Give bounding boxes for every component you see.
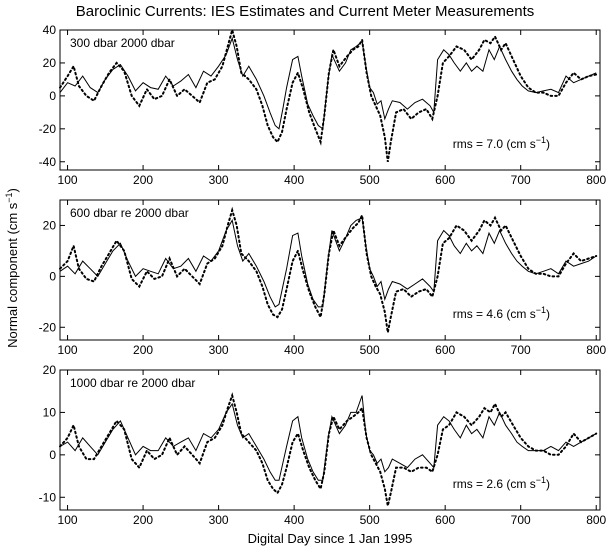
panel-1-x-tick-label: 400: [284, 173, 304, 187]
panel-3-y-tick-label: 10: [43, 405, 57, 419]
panel-2-rms-annotation: rms = 4.6 (cm s−1): [453, 305, 550, 321]
panel-2-x-tick-label: 200: [133, 343, 153, 357]
panel-1: 100 200 300 400 500 600 700 800 -40 -20 0 20 40 300 d…: [39, 23, 607, 187]
panel-2-y-tick-label: -20: [39, 320, 57, 334]
panel-3-y-tick-label: -10: [39, 490, 57, 504]
y-axis-label-close: ): [5, 188, 20, 192]
panel-1-label: 300 dbar 2000 dbar: [70, 36, 175, 50]
panel-2-frame: [59, 199, 601, 341]
panel-1-x-tick-label: 500: [360, 173, 380, 187]
panel-1-rms-annotation: rms = 7.0 (cm s−1): [453, 135, 550, 151]
panel-1-series-current-meter: [59, 26, 598, 162]
panel-2-series-ies-estimate: [59, 217, 597, 308]
panel-1-x-tick-label: 200: [133, 173, 153, 187]
panel-3-x-tick-label: 500: [360, 513, 380, 527]
panel-2-x-tick-label: 400: [284, 343, 304, 357]
panel-1-y-tick-label: -40: [39, 155, 57, 169]
panel-1-x-tick-label: 700: [511, 173, 531, 187]
y-axis-label-text: Normal component (cm s: [5, 202, 20, 348]
panel-3-x-tick-label: 800: [586, 513, 606, 527]
y-axis-label: Normal component (cm s−1): [4, 188, 20, 348]
panel-3-x-tick-label: 700: [511, 513, 531, 527]
panel-3-series-current-meter: [59, 392, 598, 507]
panel-2-label: 600 dbar re 2000 dbar: [70, 206, 189, 220]
panel-2-series-current-meter: [59, 206, 598, 333]
panel-1-y-tick-label: -20: [39, 122, 57, 136]
panel-1-x-tick-label: 800: [586, 173, 606, 187]
panel-3-x-tick-label: 400: [284, 513, 304, 527]
panel-1-y-tick-label: 20: [43, 56, 57, 70]
panel-2-x-tick-label: 100: [58, 343, 78, 357]
panel-1-frame: [59, 29, 601, 171]
panel-2-x-tick-label: 300: [209, 343, 229, 357]
panel-3-y-tick-label: 20: [43, 363, 57, 377]
x-axis-label: Digital Day since 1 Jan 1995: [248, 531, 413, 546]
panel-2-y-tick-label: 0: [49, 269, 56, 283]
panel-3-label: 1000 dbar re 2000 dbar: [70, 376, 195, 390]
panel-2-y-tick-label: 20: [43, 218, 57, 232]
panel-2-x-tick-label: 800: [586, 343, 606, 357]
panel-3-x-tick-label: 300: [209, 513, 229, 527]
panel-3-x-tick-label: 200: [133, 513, 153, 527]
panel-3: 100 200 300 400 500 600 700 800 -10 0 10 20 1000 dba…: [39, 363, 607, 527]
panel-2-x-tick-label: 500: [360, 343, 380, 357]
panel-2-x-tick-label: 700: [511, 343, 531, 357]
panel-3-frame: [59, 369, 601, 511]
panel-3-y-tick-label: 0: [49, 448, 56, 462]
panel-3-series-ies-estimate: [59, 395, 597, 481]
panel-1-x-tick-label: 300: [209, 173, 229, 187]
panel-2: 100 200 300 400 500 600 700 800 -20 0 20 600 dbar r…: [39, 199, 607, 357]
panel-1-x-tick-label: 600: [435, 173, 455, 187]
y-axis-label-superscript: −1: [4, 192, 14, 202]
panel-3-x-tick-label: 600: [435, 513, 455, 527]
panel-3-rms-annotation: rms = 2.6 (cm s−1): [453, 475, 550, 491]
panel-1-y-tick-label: 0: [49, 89, 56, 103]
panel-1-y-tick-label: 40: [43, 23, 57, 37]
panel-1-x-tick-label: 100: [58, 173, 78, 187]
panel-2-x-tick-label: 600: [435, 343, 455, 357]
figure-title: Baroclinic Currents: IES Estimates and C…: [75, 3, 535, 20]
panel-3-x-tick-label: 100: [58, 513, 78, 527]
